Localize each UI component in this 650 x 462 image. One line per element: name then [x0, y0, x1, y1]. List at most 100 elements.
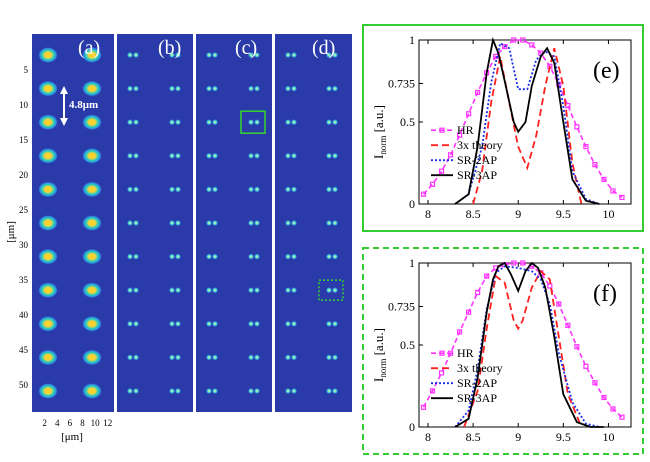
grid-x-tick-label: 10	[91, 418, 101, 428]
series-line-3x-theory	[472, 47, 583, 205]
spot-small	[206, 253, 212, 260]
x-tick-label: 9	[515, 207, 521, 221]
series-point-hr	[601, 394, 607, 401]
series-line-sr-2ap	[454, 41, 600, 205]
spot-small	[326, 186, 332, 193]
legend-label: SR-2AP	[457, 376, 497, 390]
spot-small	[127, 85, 133, 92]
spot-small	[291, 354, 297, 361]
spot-small	[127, 388, 133, 394]
spot-small	[175, 220, 181, 226]
spot-small	[212, 52, 218, 58]
solid-selection-box	[240, 110, 266, 134]
spot-small	[285, 388, 291, 394]
spot-small	[212, 388, 218, 394]
spot-small	[133, 220, 139, 226]
spot-small	[127, 354, 133, 361]
spot-small	[206, 388, 212, 394]
y-tick-label: 0.735	[388, 299, 415, 313]
x-tick-label: 10	[602, 430, 614, 444]
panel-label: (f)	[593, 281, 617, 307]
spot-small	[169, 52, 175, 58]
dotted-selection-box	[318, 279, 344, 302]
series-point-hr	[511, 260, 517, 266]
spot-large	[38, 383, 58, 399]
y-tick-label: 0	[409, 420, 415, 434]
spot-large	[82, 383, 102, 399]
grid-y-ticks: 5 10 15 20 25 30 35 40 45 50	[19, 65, 29, 390]
y-axis-label: Inorm [a.u.]	[371, 105, 388, 159]
spot-large	[38, 315, 58, 332]
spot-small	[254, 119, 260, 126]
chart-f: 8 8.5 9 9.5 10 0 0.5 0.735 1 Inorm [a.u.] (f) HR3x …	[362, 247, 644, 455]
spot-small	[254, 52, 260, 58]
spot-small	[291, 52, 297, 58]
grid-y-tick-label: 35	[19, 275, 29, 285]
spot-small	[326, 253, 332, 260]
y-tick-label: 0.735	[388, 76, 415, 90]
series-point-hr	[601, 176, 607, 182]
series-point-hr	[556, 301, 562, 307]
series-point-hr	[502, 43, 508, 50]
spot-small	[332, 220, 338, 226]
series-line-hr	[422, 39, 623, 199]
panel-separator-3	[272, 34, 275, 412]
series-point-hr	[475, 89, 481, 96]
spot-small	[248, 152, 254, 159]
microscopy-grid: (a) (b) (c) (d) 4.8μm 510152025303540455…	[5, 34, 352, 443]
series-point-hr	[610, 188, 616, 194]
series-point-hr	[619, 414, 625, 420]
spot-large	[82, 282, 102, 299]
spot-small	[248, 253, 254, 260]
legend-label: HR	[457, 123, 474, 137]
spot-small	[332, 287, 338, 294]
legend-marker	[439, 350, 445, 356]
spot-small	[248, 354, 254, 361]
x-tick-label: 9	[515, 430, 521, 444]
spot-small	[169, 186, 175, 193]
spot-small	[127, 119, 133, 126]
legend-marker	[439, 127, 445, 133]
spot-small	[212, 85, 218, 92]
spot-small	[326, 354, 332, 361]
series-point-hr	[565, 322, 571, 328]
spot-small	[169, 354, 175, 361]
spot-large	[82, 80, 102, 97]
legend-label: 3x theory	[457, 361, 503, 375]
spot-small	[212, 320, 218, 327]
spot-small	[248, 287, 254, 294]
spot-small	[175, 152, 181, 159]
spot-small	[212, 119, 218, 126]
spot-small	[212, 253, 218, 260]
spot-small	[127, 220, 133, 226]
series-point-hr	[456, 132, 463, 138]
spot-small	[326, 119, 332, 126]
x-tick-label: 8	[425, 207, 431, 221]
spot-small	[285, 287, 291, 294]
spot-small	[175, 287, 181, 294]
spot-small	[133, 388, 139, 394]
spot-small	[169, 388, 175, 394]
series-line-sr-2ap	[454, 265, 600, 428]
spot-small	[127, 320, 133, 327]
grid-y-tick-label: 50	[19, 380, 29, 390]
spot-large	[82, 147, 102, 164]
series-line-sr-3ap	[454, 36, 600, 205]
spot-large	[82, 248, 102, 265]
spot-small	[254, 320, 260, 327]
series-point-hr	[520, 260, 526, 266]
spot-small	[254, 152, 260, 159]
grid-x-ticks: 2 4 6 8 10 12	[42, 418, 112, 428]
spot-small	[169, 253, 175, 260]
series-point-hr	[429, 181, 436, 187]
spot-small	[206, 85, 212, 92]
spot-small	[175, 320, 181, 327]
spot-small	[332, 253, 338, 260]
spot-small	[291, 152, 297, 159]
spot-small	[206, 320, 212, 327]
spot-small	[254, 354, 260, 361]
spot-small	[206, 220, 212, 226]
spot-small	[127, 186, 133, 193]
spot-small	[332, 119, 338, 126]
spot-small	[254, 388, 260, 394]
